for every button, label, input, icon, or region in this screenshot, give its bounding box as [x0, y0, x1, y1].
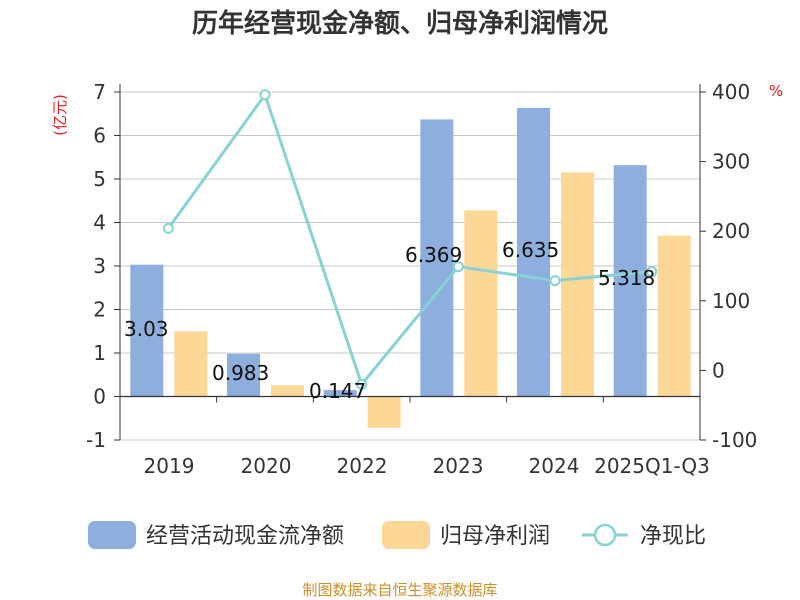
net-profit-bar: [271, 385, 304, 397]
left-tick-label: 4: [93, 211, 106, 235]
cashflow-data-label: 5.318: [598, 266, 655, 290]
net-profit-bar: [657, 235, 691, 397]
ratio-point: [162, 222, 174, 234]
left-tick-label: 1: [93, 341, 106, 365]
right-tick-label: 100: [712, 289, 750, 313]
legend-label: 归母净利润: [440, 524, 550, 549]
bars: [130, 107, 691, 428]
x-tick-label: 2019: [144, 454, 195, 478]
ratio-line: [162, 89, 658, 390]
left-tick-label: 3: [93, 254, 106, 278]
cashflow-data-label: 6.635: [502, 238, 559, 262]
chart-title: 历年经营现金净额、归母净利润情况: [192, 8, 608, 39]
left-tick-label: 5: [93, 167, 106, 191]
left-axis-unit: (亿元): [51, 94, 69, 136]
ratio-point: [356, 378, 368, 390]
cashflow-bar: [323, 390, 357, 397]
right-tick-label: 200: [712, 219, 750, 243]
ratio-point: [259, 89, 271, 101]
legend-line-marker: [593, 523, 617, 547]
x-tick-label: 2024: [529, 454, 580, 478]
left-tick-label: 2: [93, 298, 106, 322]
x-tick-label: 2020: [241, 454, 292, 478]
cashflow-data-label: 0.983: [212, 361, 269, 385]
cashflow-bar: [420, 119, 454, 397]
x-tick-label: 2022: [337, 454, 388, 478]
legend-label: 净现比: [640, 524, 706, 549]
cashflow-data-label: 3.03: [124, 317, 169, 341]
data-labels: 3.03 0.983 0.147 6.369 6.635 5.318: [124, 238, 655, 403]
cashflow-bar: [227, 353, 260, 397]
net-profit-bar: [174, 331, 208, 397]
ratio-line-path: [167, 91, 652, 388]
right-tick-label: 0: [712, 358, 725, 382]
left-tick-label: 7: [93, 80, 106, 104]
left-tick-label: 0: [93, 385, 106, 409]
ratio-point: [452, 261, 464, 273]
ratio-point: [549, 275, 561, 287]
axes: -1 0 1 2 3 4 5 6 7 -100 0 100 200 300 400 2019 2020 2022 2…: [86, 80, 757, 478]
right-tick-label: -100: [712, 428, 757, 452]
net-profit-bar: [464, 210, 498, 397]
left-tick-label: 6: [93, 124, 106, 148]
legend-swatch: [382, 521, 430, 549]
cashflow-bar: [517, 107, 550, 397]
x-tick-label: 2023: [433, 454, 484, 478]
right-tick-label: 400: [712, 80, 750, 104]
cashflow-bar: [613, 165, 647, 397]
net-profit-bar: [561, 172, 594, 397]
source-note: 制图数据来自恒生聚源数据库: [302, 581, 497, 599]
legend-label: 经营活动现金流净额: [146, 524, 344, 549]
left-tick-label: -1: [86, 428, 106, 452]
right-tick-label: 300: [712, 150, 750, 174]
x-tick-label: 2025Q1-Q3: [594, 454, 710, 478]
cashflow-data-label: 6.369: [405, 243, 462, 267]
net-profit-bar: [367, 396, 401, 428]
right-axis-unit: %: [769, 82, 783, 100]
ratio-point: [646, 266, 658, 278]
cashflow-data-label: 0.147: [309, 379, 366, 403]
legend: 经营活动现金流净额 归母净利润 净现比: [88, 521, 706, 549]
cashflow-bar: [130, 264, 164, 397]
legend-swatch: [88, 521, 136, 549]
